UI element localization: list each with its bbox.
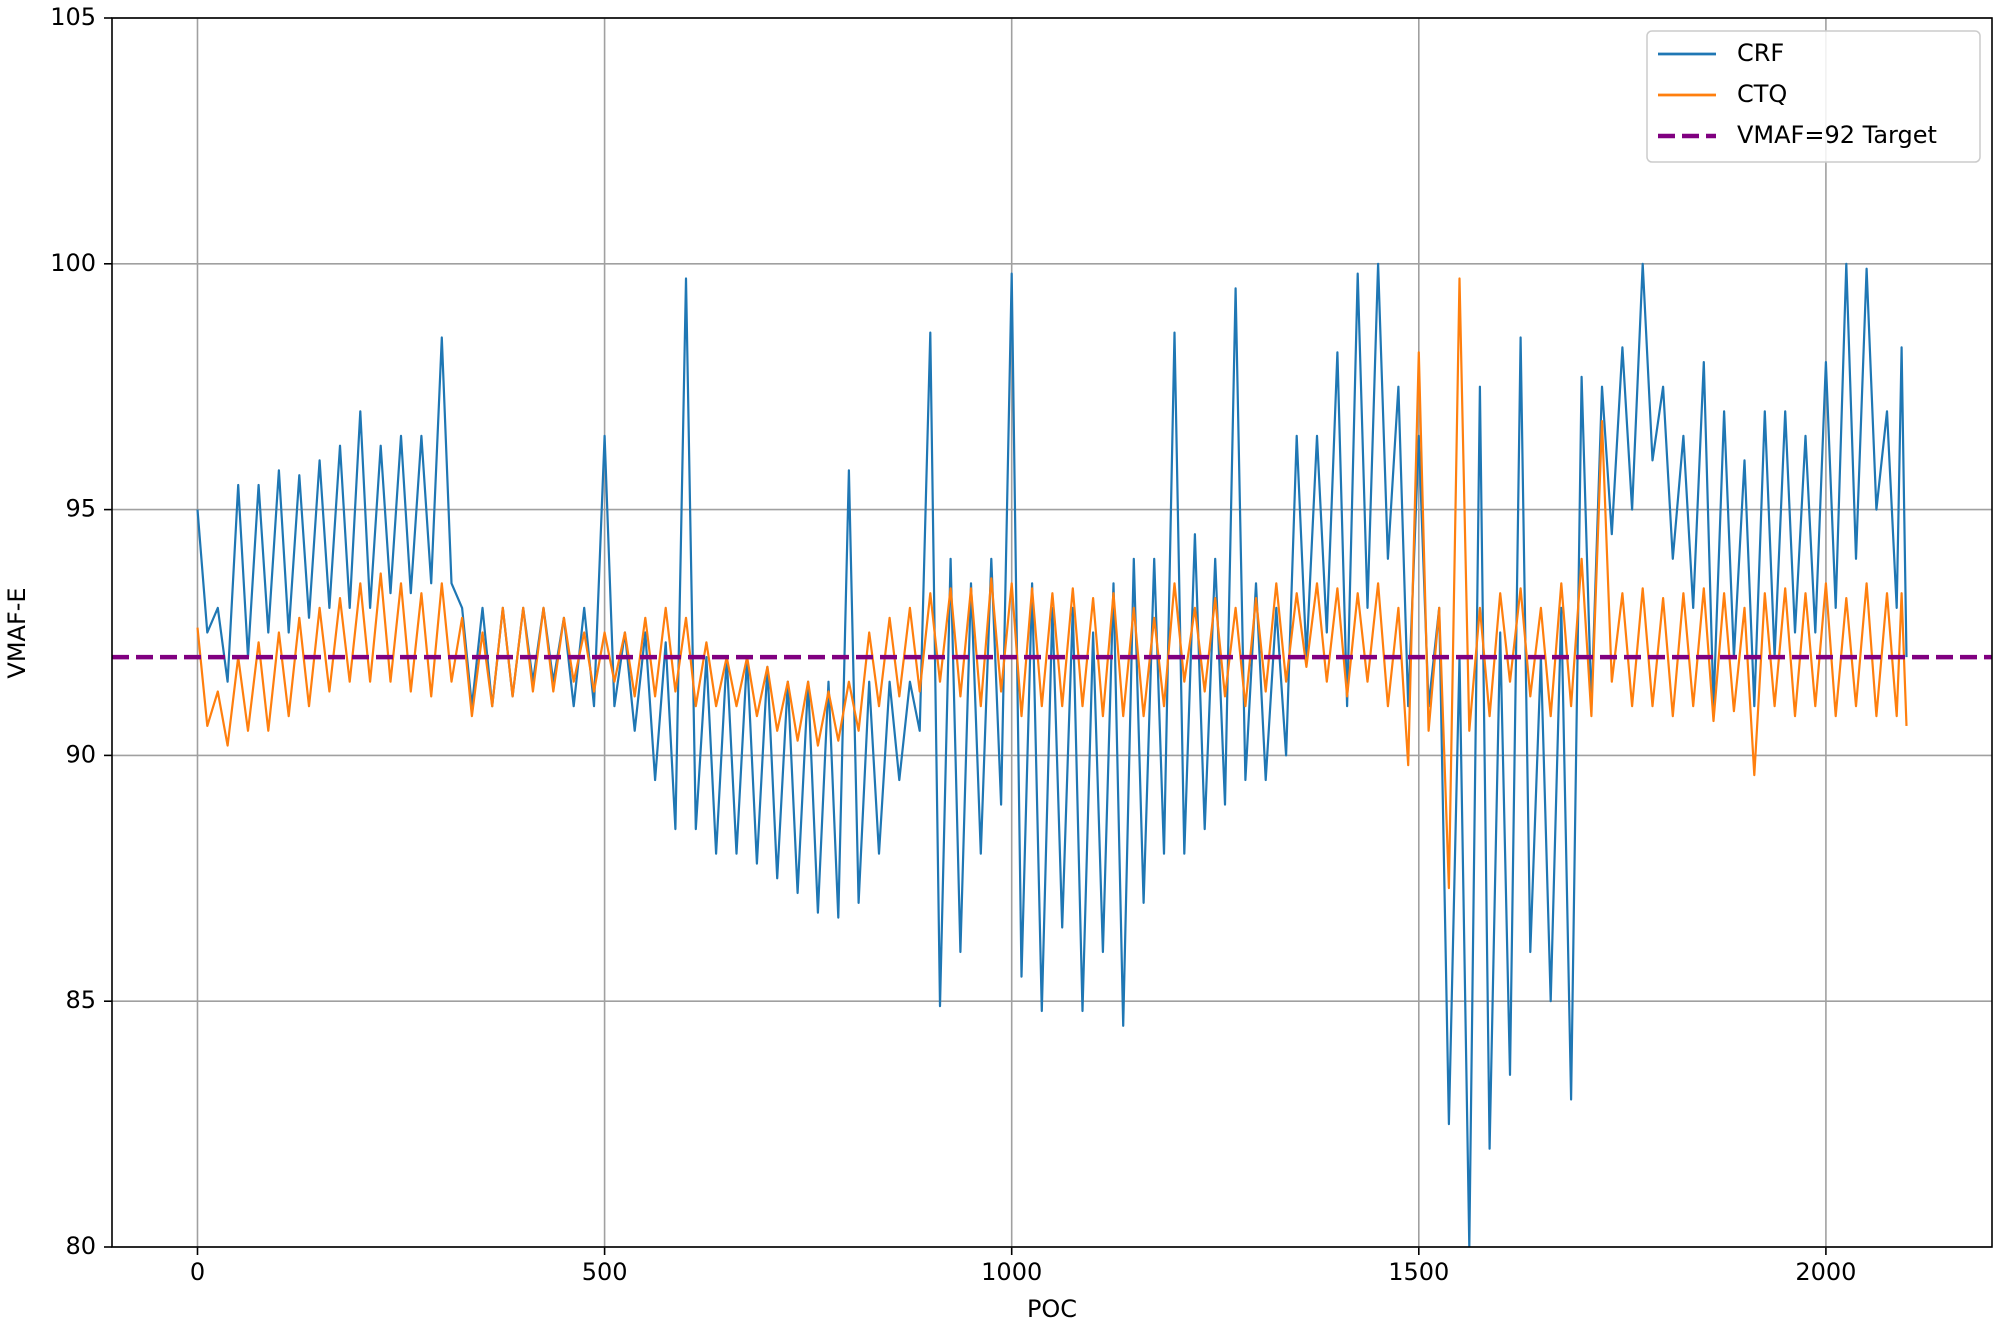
y-tick-label: 90 xyxy=(65,740,96,768)
legend-box xyxy=(1646,30,1981,163)
legend: CRF CTQ VMAF=92 Target xyxy=(1646,30,1981,163)
series-line xyxy=(196,262,1908,1247)
legend-label: CTQ xyxy=(1737,80,1787,108)
y-axis-label: VMAF-E xyxy=(3,587,31,678)
legend-label: CRF xyxy=(1737,39,1784,67)
y-tick-label: 80 xyxy=(65,1232,96,1260)
y-tick-label: 100 xyxy=(50,249,96,277)
y-tick-label: 85 xyxy=(65,986,96,1014)
legend-label: VMAF=92 Target xyxy=(1737,121,1937,149)
x-tick-label: 0 xyxy=(190,1258,205,1286)
x-tick-label: 500 xyxy=(582,1258,628,1286)
plot-area xyxy=(112,262,1992,1247)
axes-frame xyxy=(111,17,1993,1248)
x-tick-label: 1000 xyxy=(981,1258,1042,1286)
x-axis-label: POC xyxy=(1027,1295,1077,1323)
grid: 0 500 1000 1500 2000 80 85 90 95 100 105 xyxy=(50,3,1992,1286)
series-line xyxy=(196,277,1908,890)
x-tick-label: 1500 xyxy=(1388,1258,1449,1286)
y-tick-label: 105 xyxy=(50,3,96,31)
y-tick-label: 95 xyxy=(65,495,96,523)
x-tick-label: 2000 xyxy=(1795,1258,1856,1286)
